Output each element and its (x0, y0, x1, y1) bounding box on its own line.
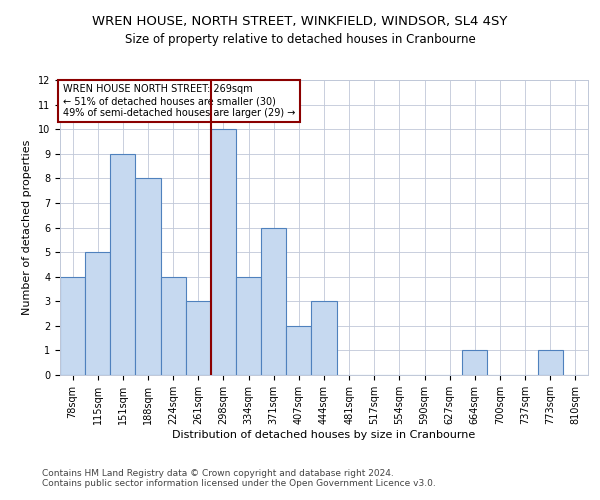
Text: Contains HM Land Registry data © Crown copyright and database right 2024.: Contains HM Land Registry data © Crown c… (42, 468, 394, 477)
X-axis label: Distribution of detached houses by size in Cranbourne: Distribution of detached houses by size … (172, 430, 476, 440)
Text: Contains public sector information licensed under the Open Government Licence v3: Contains public sector information licen… (42, 478, 436, 488)
Bar (261, 228, 286, 375)
Text: Size of property relative to detached houses in Cranbourne: Size of property relative to detached ho… (125, 32, 475, 46)
Bar (236, 276, 261, 375)
Bar (161, 276, 186, 375)
Bar (60, 276, 85, 375)
Bar (211, 129, 236, 375)
Bar (538, 350, 563, 375)
Bar (311, 301, 337, 375)
Text: WREN HOUSE NORTH STREET: 269sqm
← 51% of detached houses are smaller (30)
49% of: WREN HOUSE NORTH STREET: 269sqm ← 51% of… (62, 84, 295, 117)
Bar (136, 178, 161, 375)
Bar (286, 326, 311, 375)
Y-axis label: Number of detached properties: Number of detached properties (22, 140, 32, 315)
Bar (85, 252, 110, 375)
Bar (110, 154, 136, 375)
Bar (462, 350, 487, 375)
Bar (186, 301, 211, 375)
Text: WREN HOUSE, NORTH STREET, WINKFIELD, WINDSOR, SL4 4SY: WREN HOUSE, NORTH STREET, WINKFIELD, WIN… (92, 15, 508, 28)
